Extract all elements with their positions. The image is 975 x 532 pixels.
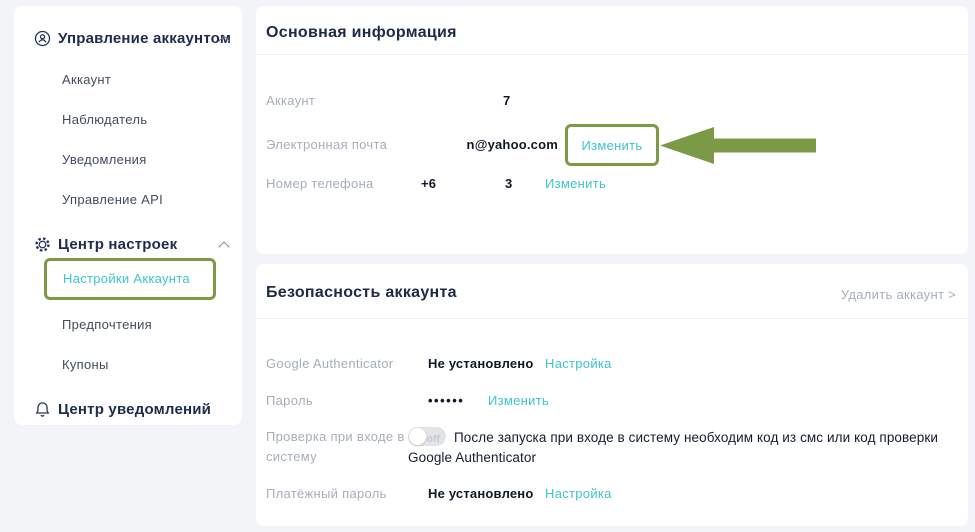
login-check-description-wrap: off После запуска при входе в систему нео… — [408, 427, 953, 468]
toggle-off-label: off — [426, 434, 440, 445]
email-value: n@yahoo.com — [466, 137, 558, 152]
chevron-up-icon[interactable] — [218, 241, 230, 253]
sidebar-section-settings-center[interactable]: Центр настроек — [34, 236, 177, 253]
basic-info-card: Основная информация Аккаунт 7 Электронна… — [256, 6, 968, 254]
sidebar-section-label: Управление аккаунтом — [58, 30, 232, 47]
account-label: Аккаунт — [266, 93, 316, 108]
payment-password-label: Платёжный пароль — [266, 486, 387, 501]
annotation-arrow — [660, 127, 816, 164]
delete-account-link[interactable]: Удалить аккаунт > — [840, 287, 956, 302]
sidebar-section-account-management[interactable]: Управление аккаунтом — [34, 30, 231, 47]
sidebar-item-notifications[interactable]: Уведомления — [62, 152, 147, 167]
page-title-security: Безопасность аккаунта — [266, 284, 457, 301]
sidebar-item-account[interactable]: Аккаунт — [62, 72, 112, 87]
login-check-label: Проверка при входе в систему — [266, 429, 405, 464]
toggle-knob — [409, 428, 426, 445]
annotation-highlight-box: Настройки Аккаунта — [44, 258, 216, 300]
user-circle-icon — [34, 30, 51, 47]
sidebar-section-label: Центр уведомлений — [58, 401, 212, 418]
password-label: Пароль — [266, 393, 313, 408]
google-auth-label: Google Authenticator — [266, 356, 394, 371]
gear-icon — [35, 237, 50, 252]
phone-value: 3 — [505, 176, 513, 191]
annotation-highlight-box: Изменить — [565, 124, 659, 166]
login-check-description: После запуска при входе в систему необхо… — [408, 430, 939, 465]
payment-password-value: Не установлено — [428, 486, 534, 501]
sidebar-section-notification-center[interactable]: Центр уведомлений — [34, 401, 211, 418]
divider — [256, 318, 968, 319]
sidebar-item-watcher[interactable]: Наблюдатель — [62, 112, 148, 127]
sidebar-section-label: Центр настроек — [58, 236, 178, 253]
sidebar: Управление аккаунтом Аккаунт Наблюдатель… — [14, 6, 242, 425]
bell-icon — [35, 402, 50, 417]
email-label: Электронная почта — [266, 137, 388, 152]
payment-password-setup-link[interactable]: Настройка — [545, 486, 612, 501]
sidebar-item-account-settings[interactable]: Настройки Аккаунта — [63, 271, 190, 286]
password-value: •••••• — [428, 393, 465, 408]
security-card: Безопасность аккаунта Удалить аккаунт > … — [256, 264, 968, 526]
phone-label: Номер телефона — [266, 176, 374, 191]
page-title-basic-info: Основная информация — [266, 24, 457, 41]
sidebar-item-preferences[interactable]: Предпочтения — [62, 317, 152, 332]
phone-prefix: +6 — [421, 176, 437, 191]
change-phone-link[interactable]: Изменить — [545, 176, 607, 191]
sidebar-item-coupons[interactable]: Купоны — [62, 357, 109, 372]
sidebar-item-api-management[interactable]: Управление API — [62, 192, 164, 207]
change-password-link[interactable]: Изменить — [488, 393, 550, 408]
account-value: 7 — [503, 93, 511, 108]
change-email-link[interactable]: Изменить — [581, 137, 643, 153]
google-auth-setup-link[interactable]: Настройка — [545, 356, 612, 371]
login-check-toggle[interactable]: off — [408, 427, 446, 446]
google-auth-value: Не установлено — [428, 356, 534, 371]
divider — [256, 54, 968, 55]
